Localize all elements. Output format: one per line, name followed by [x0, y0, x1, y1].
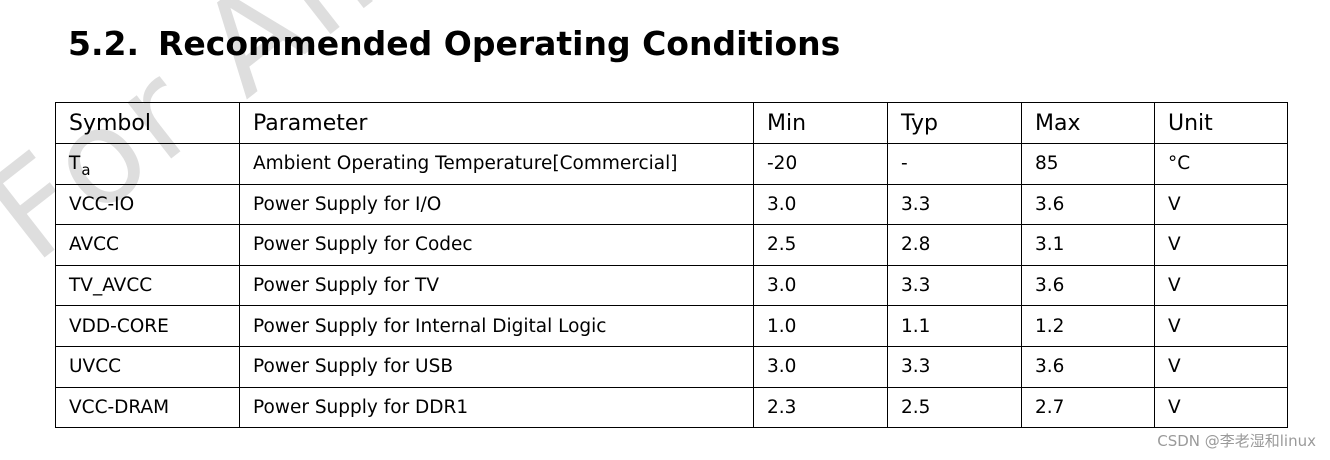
cell-max: 3.1: [1021, 224, 1155, 266]
cell-min: 1.0: [753, 305, 888, 347]
cell-parameter: Ambient Operating Temperature[Commercial…: [239, 143, 754, 185]
cell-typ: 1.1: [887, 305, 1022, 347]
operating-conditions-table: Symbol Parameter Min Typ Max Unit Ta Amb…: [55, 102, 1288, 429]
header-typ: Typ: [887, 102, 1022, 144]
cell-typ: 2.8: [887, 224, 1022, 266]
cell-typ: 3.3: [887, 183, 1022, 226]
cell-unit: V: [1154, 264, 1288, 307]
symbol-subscript: a: [81, 161, 91, 180]
cell-symbol: AVCC: [55, 224, 240, 266]
cell-unit: V: [1154, 386, 1288, 429]
cell-max: 3.6: [1021, 264, 1155, 307]
header-max: Max: [1021, 102, 1155, 144]
cell-parameter: Power Supply for DDR1: [239, 386, 754, 429]
table-row: TV_AVCC Power Supply for TV 3.0 3.3 3.6 …: [55, 264, 1288, 307]
cell-typ: 2.5: [887, 386, 1022, 429]
cell-parameter: Power Supply for Codec: [239, 224, 754, 266]
cell-parameter: Power Supply for TV: [239, 264, 754, 307]
cell-min: 3.0: [753, 183, 888, 226]
cell-parameter: Power Supply for I/O: [239, 183, 754, 226]
cell-unit: V: [1154, 224, 1288, 266]
cell-max: 2.7: [1021, 386, 1155, 429]
header-parameter: Parameter: [239, 102, 754, 144]
header-unit: Unit: [1154, 102, 1288, 144]
table-row: VCC-DRAM Power Supply for DDR1 2.3 2.5 2…: [55, 386, 1288, 429]
cell-parameter: Power Supply for Internal Digital Logic: [239, 305, 754, 347]
cell-parameter: Power Supply for USB: [239, 345, 754, 388]
section-number: 5.2.: [68, 24, 139, 63]
cell-min: 3.0: [753, 264, 888, 307]
table-row: Ta Ambient Operating Temperature[Commerc…: [55, 143, 1288, 185]
section-heading: 5.2. Recommended Operating Conditions: [68, 24, 840, 63]
table-row: UVCC Power Supply for USB 3.0 3.3 3.6 V: [55, 345, 1288, 388]
cell-unit: V: [1154, 183, 1288, 226]
cell-max: 1.2: [1021, 305, 1155, 347]
cell-symbol: VDD-CORE: [55, 305, 240, 347]
cell-min: 3.0: [753, 345, 888, 388]
cell-min: -20: [753, 143, 888, 185]
cell-typ: 3.3: [887, 264, 1022, 307]
cell-typ: 3.3: [887, 345, 1022, 388]
cell-symbol: TV_AVCC: [55, 264, 240, 307]
table-header-row: Symbol Parameter Min Typ Max Unit: [55, 102, 1288, 144]
header-min: Min: [753, 102, 888, 144]
cell-min: 2.3: [753, 386, 888, 429]
table-row: VCC-IO Power Supply for I/O 3.0 3.3 3.6 …: [55, 183, 1288, 226]
table-row: AVCC Power Supply for Codec 2.5 2.8 3.1 …: [55, 224, 1288, 266]
cell-symbol: UVCC: [55, 345, 240, 388]
table-row: VDD-CORE Power Supply for Internal Digit…: [55, 305, 1288, 347]
cell-symbol: VCC-DRAM: [55, 386, 240, 429]
symbol-base: T: [69, 153, 81, 175]
cell-symbol: VCC-IO: [55, 183, 240, 226]
section-title: Recommended Operating Conditions: [158, 24, 841, 63]
cell-unit: °C: [1154, 143, 1288, 185]
source-credit: CSDN @李老湿和linux: [1157, 432, 1316, 450]
cell-max: 85: [1021, 143, 1155, 185]
cell-max: 3.6: [1021, 345, 1155, 388]
header-symbol: Symbol: [55, 102, 240, 144]
cell-symbol: Ta: [55, 143, 240, 185]
cell-typ: -: [887, 143, 1022, 185]
cell-min: 2.5: [753, 224, 888, 266]
cell-unit: V: [1154, 345, 1288, 388]
cell-max: 3.6: [1021, 183, 1155, 226]
cell-unit: V: [1154, 305, 1288, 347]
